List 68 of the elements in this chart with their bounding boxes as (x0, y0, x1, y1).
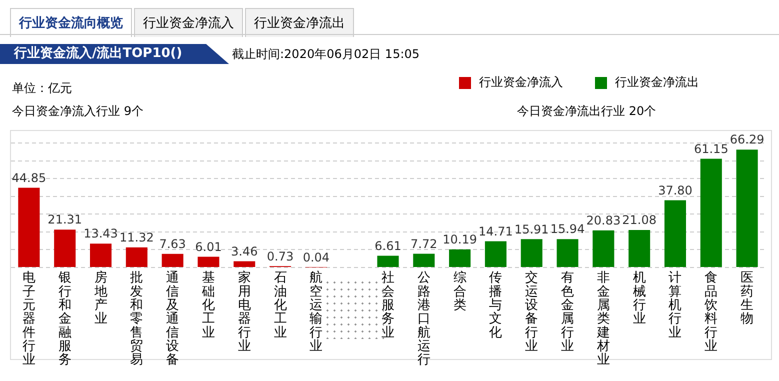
x-tick-label: 石油化工业 (274, 270, 287, 340)
data-label: 20.83 (586, 214, 621, 228)
data-label: 66.29 (730, 132, 764, 147)
x-tick-label: 非金属类建材业 (596, 270, 610, 368)
data-label: 3.46 (231, 244, 258, 258)
x-tick-label: 通信及通信设备 (166, 270, 180, 368)
x-tick-label: 计算机行业 (668, 270, 682, 340)
bar (628, 230, 650, 267)
bar (664, 200, 686, 267)
x-tick-label: 医药生物 (740, 270, 754, 327)
bar (413, 254, 435, 267)
bar (520, 239, 542, 267)
text: 单位：亿元 (12, 80, 72, 97)
bar (556, 239, 578, 267)
data-label: 7.63 (159, 237, 186, 252)
data-label: 13.43 (84, 226, 118, 241)
bar (126, 247, 148, 267)
bar (700, 158, 722, 267)
data-label: 0.04 (302, 250, 330, 265)
data-label: 10.19 (442, 232, 477, 246)
bar (90, 244, 112, 267)
text: 行业资金净流入 (134, 8, 243, 37)
bar (736, 150, 758, 267)
x-tick-label: 有色金属行业 (561, 270, 574, 354)
data-label: 44.85 (12, 170, 46, 185)
text: 行业资金净流出 (245, 8, 354, 37)
chart-title: 行业资金流入/流出TOP10() (0, 44, 229, 64)
data-label: 7.72 (410, 236, 438, 251)
x-tick-label: 食品饮料行业 (704, 270, 718, 354)
x-tick-label: 交运设备行业 (525, 270, 538, 354)
x-tick-label: 房地产业 (93, 270, 108, 327)
x-tick-label: 社会服务业 (382, 270, 394, 340)
data-label: 6.01 (195, 240, 222, 254)
chart-subtitle: 截止时间:2020年06月02日 15:05 (232, 46, 420, 63)
legend-label: 行业资金净流入 (478, 74, 563, 91)
bar (449, 249, 471, 267)
bar (484, 241, 506, 267)
data-label: 0.73 (266, 249, 294, 264)
x-tick-label: 家用电器行业 (238, 270, 251, 354)
data-label: 15.94 (550, 222, 585, 236)
x-tick-label: 电子元器件行业 (22, 270, 36, 368)
x-tick-label: 银行和金融服务 (57, 270, 72, 368)
bar (198, 256, 220, 267)
x-tick-label: 基础化工业 (200, 270, 215, 340)
bar (54, 230, 76, 267)
data-label: 21.08 (622, 213, 657, 228)
x-tick-label: 综合类 (453, 270, 466, 313)
x-tick-label: 批发和零售贸易 (130, 270, 144, 368)
data-label: 21.31 (48, 212, 82, 227)
x-tick-label: 传播与文化 (489, 270, 502, 340)
data-label: 14.71 (478, 224, 513, 238)
x-tick-label: 公路港口航运行 (417, 270, 430, 368)
legend-label: 行业资金净流出 (614, 74, 699, 91)
text: 行业资金流向概览 (10, 8, 132, 37)
bar (234, 261, 256, 267)
bar (18, 188, 40, 267)
text: 今日资金净流出行业 20个 (517, 103, 656, 120)
x-tick-label: 机械行业 (632, 270, 646, 327)
bar (377, 256, 399, 267)
bar (592, 230, 614, 267)
data-label: 11.32 (119, 230, 154, 244)
data-label: 61.15 (694, 142, 728, 156)
data-label: 15.91 (514, 222, 549, 236)
data-label: 6.61 (374, 238, 402, 253)
text: 今日资金净流入行业 9个 (12, 103, 144, 120)
bar (162, 254, 184, 267)
x-tick-label: 航空运输行业 (310, 270, 323, 354)
data-label: 37.80 (658, 183, 692, 198)
